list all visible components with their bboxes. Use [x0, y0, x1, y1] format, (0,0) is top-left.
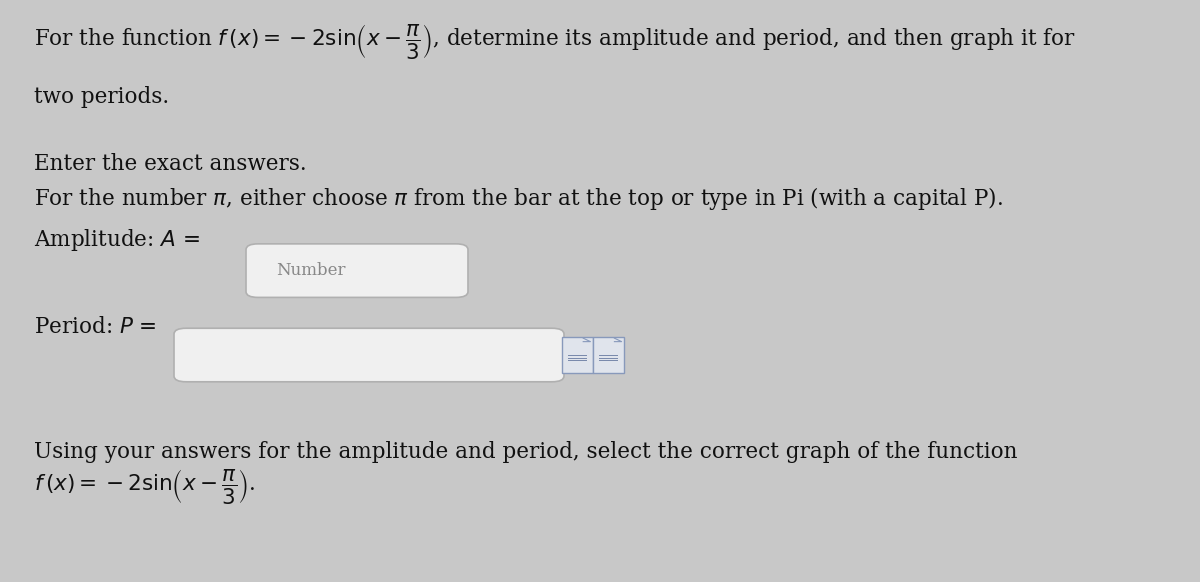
Text: $f\,(x) = -2\sin\!\left(x - \dfrac{\pi}{3}\right)$.: $f\,(x) = -2\sin\!\left(x - \dfrac{\pi}{… [34, 467, 254, 506]
FancyBboxPatch shape [174, 328, 564, 382]
FancyBboxPatch shape [593, 337, 624, 373]
Text: For the number $\pi$, either choose $\pi$ from the bar at the top or type in Pi : For the number $\pi$, either choose $\pi… [34, 186, 1002, 212]
Text: Number: Number [276, 262, 346, 279]
Text: two periods.: two periods. [34, 86, 169, 108]
FancyBboxPatch shape [246, 244, 468, 297]
Text: Period: $P$ =: Period: $P$ = [34, 315, 156, 338]
Text: Enter the exact answers.: Enter the exact answers. [34, 152, 306, 175]
Text: Amplitude: $A$ =: Amplitude: $A$ = [34, 227, 199, 253]
FancyBboxPatch shape [562, 337, 593, 373]
Text: For the function $f\,(x) = -2\sin\!\left(x - \dfrac{\pi}{3}\right)$, determine i: For the function $f\,(x) = -2\sin\!\left… [34, 22, 1075, 61]
Text: Using your answers for the amplitude and period, select the correct graph of the: Using your answers for the amplitude and… [34, 441, 1018, 463]
